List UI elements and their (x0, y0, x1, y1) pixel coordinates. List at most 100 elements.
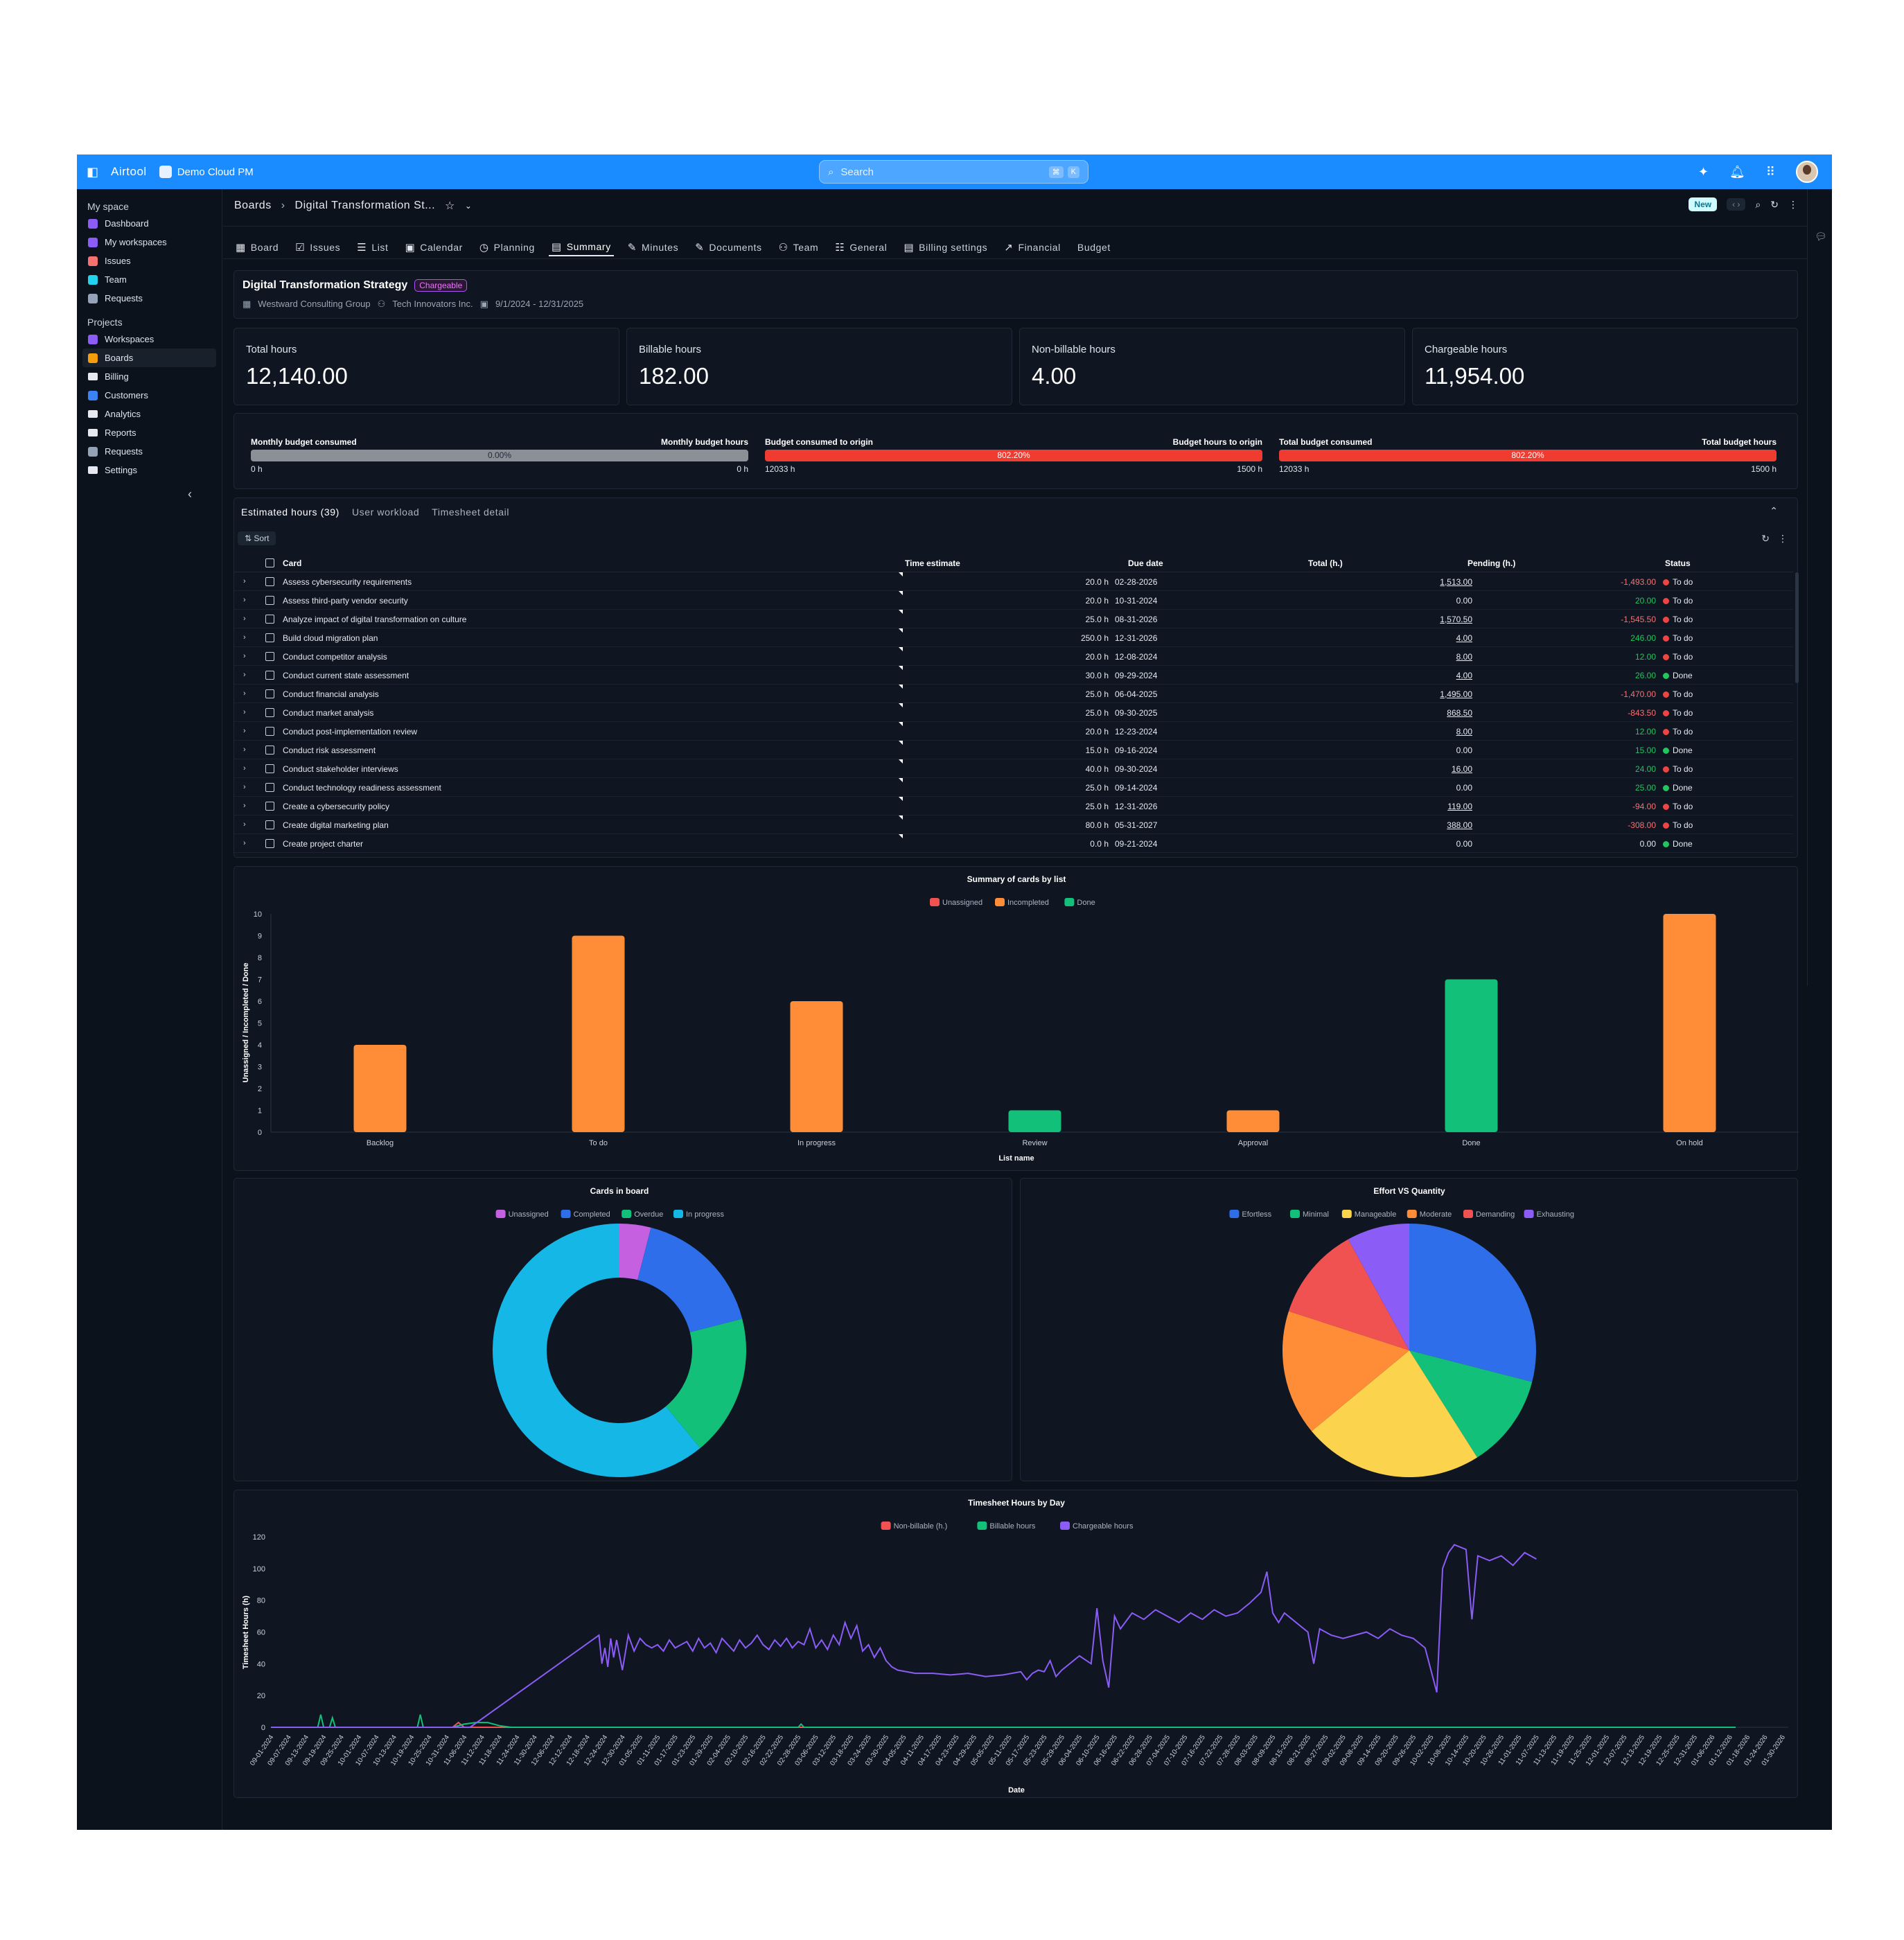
legend-label[interactable]: Minimal (1303, 1210, 1329, 1219)
legend-swatch[interactable] (1407, 1210, 1417, 1218)
tab-documents[interactable]: ✎ Documents (692, 238, 764, 256)
tab-financial[interactable]: ↗ Financial (1001, 238, 1064, 256)
search-input[interactable]: Search (840, 166, 874, 178)
card-name[interactable]: Conduct financial analysis (283, 689, 379, 699)
total-hours[interactable]: 1,570.50 (1440, 615, 1472, 624)
sidebar-item-my-workspaces[interactable]: My workspaces (77, 233, 222, 252)
legend-swatch[interactable] (1524, 1210, 1534, 1218)
slice-moderate[interactable] (1282, 1311, 1409, 1431)
slice-in-progress[interactable] (493, 1224, 700, 1477)
legend-label[interactable]: Non-billable (h.) (894, 1522, 948, 1531)
table-tab-2[interactable]: Timesheet detail (432, 506, 510, 518)
bar-in-progress[interactable] (790, 1001, 843, 1132)
legend-swatch[interactable] (622, 1210, 632, 1218)
legend-swatch[interactable] (673, 1210, 683, 1218)
total-hours[interactable]: 16.00 (1451, 764, 1472, 774)
card-name[interactable]: Conduct technology readiness assessment (283, 783, 441, 793)
total-hours[interactable]: 1,513.00 (1440, 577, 1472, 587)
expand-chevron-icon[interactable]: › (243, 820, 246, 829)
comment-icon[interactable]: 💬︎ (1815, 231, 1827, 242)
bar-to-do[interactable] (572, 935, 625, 1133)
slice-unassigned[interactable] (619, 1224, 651, 1280)
table-row[interactable]: › Conduct stakeholder interviews 40.0 h 09-… (234, 759, 1793, 778)
legend-swatch[interactable] (995, 898, 1005, 906)
col-pending[interactable]: Pending (h.) (1467, 558, 1516, 568)
total-hours[interactable]: 388.00 (1447, 820, 1472, 830)
select-all-checkbox[interactable] (265, 558, 274, 570)
legend-swatch[interactable] (1290, 1210, 1300, 1218)
bar-approval[interactable] (1226, 1110, 1280, 1133)
total-hours[interactable]: 1,495.00 (1440, 689, 1472, 699)
sidebar-item-requests[interactable]: Requests (77, 442, 222, 461)
sidebar-item-billing[interactable]: Billing (77, 367, 222, 386)
row-checkbox[interactable] (265, 652, 274, 663)
expand-chevron-icon[interactable]: › (243, 652, 246, 660)
bar-done[interactable] (1445, 979, 1498, 1133)
workspace-selector[interactable]: Demo Cloud PM (159, 166, 254, 178)
expand-chevron-icon[interactable]: › (243, 783, 246, 791)
col-total[interactable]: Total (h.) (1308, 558, 1343, 568)
slice-manageable[interactable] (1311, 1350, 1478, 1477)
tab-planning[interactable]: ◷ Planning (477, 238, 538, 256)
bar-backlog[interactable] (353, 1045, 407, 1132)
legend-swatch[interactable] (1064, 898, 1075, 906)
refresh-icon[interactable]: ↻ (1770, 198, 1779, 210)
expand-chevron-icon[interactable]: › (243, 615, 246, 623)
tab-summary[interactable]: ▤ Summary (548, 238, 614, 256)
legend-swatch[interactable] (1463, 1210, 1473, 1218)
tab-board[interactable]: ▦ Board (233, 238, 281, 256)
row-checkbox[interactable] (265, 820, 274, 831)
expand-chevron-icon[interactable]: › (243, 802, 246, 810)
slice-exhausting[interactable] (1348, 1224, 1409, 1350)
legend-label[interactable]: Done (1077, 899, 1095, 907)
total-hours[interactable]: 8.00 (1456, 727, 1472, 737)
collapse-panel-icon[interactable]: ⌃ (1770, 505, 1778, 516)
tab-billing-settings[interactable]: ▤ Billing settings (901, 238, 990, 256)
total-hours[interactable]: 868.50 (1447, 708, 1472, 718)
table-row[interactable]: › Conduct competitor analysis 20.0 h 12-08-… (234, 647, 1793, 666)
table-row[interactable]: › Create a cybersecurity policy 25.0 h 12-3… (234, 797, 1793, 815)
table-scrollbar[interactable] (1795, 572, 1799, 683)
apps-grid-icon[interactable]: ⠿ (1765, 164, 1775, 179)
row-checkbox[interactable] (265, 671, 274, 682)
nav-arrows[interactable]: ‹ › (1727, 198, 1746, 211)
col-time-estimate[interactable]: Time estimate (905, 558, 960, 568)
expand-chevron-icon[interactable]: › (243, 727, 246, 735)
row-checkbox[interactable] (265, 708, 274, 719)
legend-label[interactable]: Completed (574, 1210, 610, 1219)
legend-swatch[interactable] (1229, 1210, 1240, 1218)
search-icon[interactable]: ⌕ (1755, 198, 1761, 210)
series-line-billable-hours[interactable] (271, 1714, 1736, 1728)
sort-button[interactable]: ⇅ Sort (238, 531, 276, 545)
bell-icon[interactable]: 🔔︎ (1729, 164, 1745, 179)
legend-label[interactable]: Exhausting (1537, 1210, 1574, 1219)
expand-chevron-icon[interactable]: › (243, 577, 246, 585)
ai-sparkle-icon[interactable]: ✦ (1698, 164, 1709, 179)
row-checkbox[interactable] (265, 839, 274, 850)
card-name[interactable]: Analyze impact of digital transformation… (283, 615, 467, 624)
card-name[interactable]: Create a cybersecurity policy (283, 802, 390, 811)
legend-swatch[interactable] (881, 1522, 891, 1530)
card-name[interactable]: Build cloud migration plan (283, 633, 378, 643)
card-name[interactable]: Assess third-party vendor security (283, 596, 408, 606)
bar-on-hold[interactable] (1663, 914, 1716, 1132)
row-checkbox[interactable] (265, 633, 274, 644)
sidebar-toggle-icon[interactable]: ◧ (87, 164, 99, 179)
sidebar-item-dashboard[interactable]: Dashboard (77, 214, 222, 233)
table-row[interactable]: › Conduct technology readiness assessment… (234, 778, 1793, 797)
collapse-sidebar-icon[interactable]: ‹ (188, 487, 192, 501)
table-row[interactable]: › Assess third-party vendor security 20.0 … (234, 591, 1793, 610)
tab-general[interactable]: ☷ General (832, 238, 890, 256)
slice-minimal[interactable] (1409, 1350, 1533, 1458)
legend-swatch[interactable] (495, 1210, 506, 1218)
row-checkbox[interactable] (265, 783, 274, 794)
tab-list[interactable]: ☰ List (354, 238, 391, 256)
sidebar-item-issues[interactable]: Issues (77, 252, 222, 270)
table-tab-0[interactable]: Estimated hours (39) (241, 506, 340, 518)
series-line-chargeable-hours[interactable] (271, 1544, 1537, 1728)
tab-issues[interactable]: ☑ Issues (292, 238, 343, 256)
card-name[interactable]: Conduct market analysis (283, 708, 374, 718)
table-row[interactable]: › Conduct market analysis 25.0 h 09-30-2025… (234, 703, 1793, 722)
sidebar-item-team[interactable]: Team (77, 270, 222, 289)
slice-efortless[interactable] (1409, 1224, 1536, 1382)
